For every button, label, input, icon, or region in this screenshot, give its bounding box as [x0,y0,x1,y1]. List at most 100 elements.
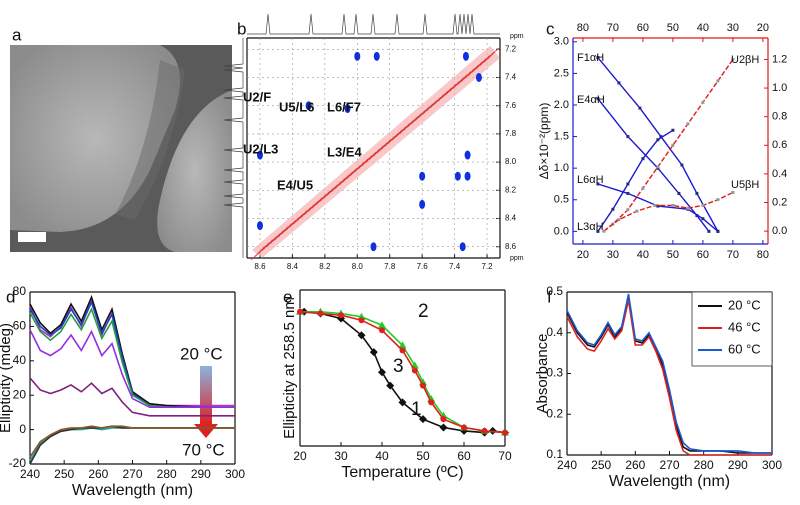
y-tick-label: 1.0 [554,162,569,174]
x-tick-label: 70 [727,249,739,261]
x-tick-label: 7.4 [449,262,461,271]
x-tick-label: 30 [334,449,348,463]
point [659,135,663,139]
x-axis-label: ppm [510,255,524,262]
cross-peak [419,199,426,209]
y-tick-label: 0.2 [546,406,563,420]
x-tick-label: 280 [694,458,714,472]
x-axis-label: Wavelength (nm) [609,473,730,490]
y-tick-label: 1.5 [554,130,569,142]
point [420,382,426,389]
point [656,165,660,169]
series-line [29,294,235,408]
x-tick-label: 20 [293,449,307,463]
series-line [29,329,235,408]
cross-peak [256,221,263,231]
y-tick-label: 2.5 [554,67,569,79]
x-tick-label: 250 [591,458,611,472]
y-tick-label: 0.1 [546,447,563,461]
y-tick-label: 7.2 [505,44,517,53]
point [701,217,705,221]
point [439,423,448,432]
x-tick-label: 7.2 [481,262,493,271]
point [398,398,407,407]
point [626,135,630,139]
legend-label: 20 °C [728,297,761,312]
peak-annotation: U2/F [243,89,271,104]
x-tick-label: 7.8 [384,262,396,271]
point [596,229,600,233]
cross-peak [305,101,312,111]
point [716,198,720,202]
point [686,122,690,126]
series-label: L6αH [577,174,604,186]
cross-peak [454,171,461,181]
y-tick-label: 0.3 [546,366,563,380]
x-axis-label: Wavelength (nm) [72,482,193,499]
point [707,229,711,233]
point [677,191,681,195]
series-label: 1 [411,399,422,420]
y-tick-label: 60 [13,319,27,333]
peak-annotation: L3/E4 [327,144,362,159]
point [611,207,615,211]
y-tick-label: 40 [13,353,27,367]
point [626,191,630,195]
y-tick-label: 0 [19,422,26,436]
x-tick-label: 8.6 [254,262,266,271]
cross-peak [464,150,471,160]
series-line [597,129,674,232]
cross-peak [373,51,380,61]
point [641,157,645,161]
diagonal-trace [262,45,502,249]
series-label: 3 [393,356,404,377]
panel-label: b [237,19,246,38]
point [617,218,621,222]
arrow-head [194,424,218,438]
point [701,203,705,207]
point [481,427,488,434]
x-tick-label: 60 [457,449,471,463]
point [419,415,427,424]
cross-peak [370,242,377,252]
y-tick-label: 8.6 [505,242,517,251]
micrograph [10,45,232,252]
peak-annotation: E4/U5 [277,177,313,192]
x2-tick-label: 70 [607,22,619,34]
x2-tick-label: 30 [727,22,739,34]
x-tick-label: 290 [191,467,211,481]
panel-label: e [283,287,292,306]
x-tick-label: 7.6 [417,262,429,271]
series-line [603,59,734,232]
point [369,348,378,357]
cross-peak [475,72,482,82]
x-tick-label: 300 [225,467,245,481]
x-tick-label: 8.4 [287,262,299,271]
point [716,79,720,83]
point [671,143,675,147]
x2-tick-label: 50 [667,22,679,34]
series-label: 2 [418,301,429,322]
projection-left [223,38,244,258]
point [602,229,606,233]
point [626,182,630,186]
point [358,317,365,324]
x-tick-label: 240 [557,458,577,472]
x-tick-label: 270 [122,467,142,481]
point [379,327,385,334]
cross-peak [344,104,351,114]
y2-tick-label: 0.8 [772,111,787,123]
temperature-arrow [200,366,212,424]
point [731,191,735,194]
y-tick-label: 0.5 [554,194,569,206]
point [671,203,675,207]
point [461,424,467,431]
y-tick-label: 3.0 [554,36,569,48]
cross-peak [464,171,471,181]
x2-tick-label: 40 [697,22,709,34]
point [701,100,705,104]
point [399,347,406,354]
series-label: E4αH [577,94,605,106]
